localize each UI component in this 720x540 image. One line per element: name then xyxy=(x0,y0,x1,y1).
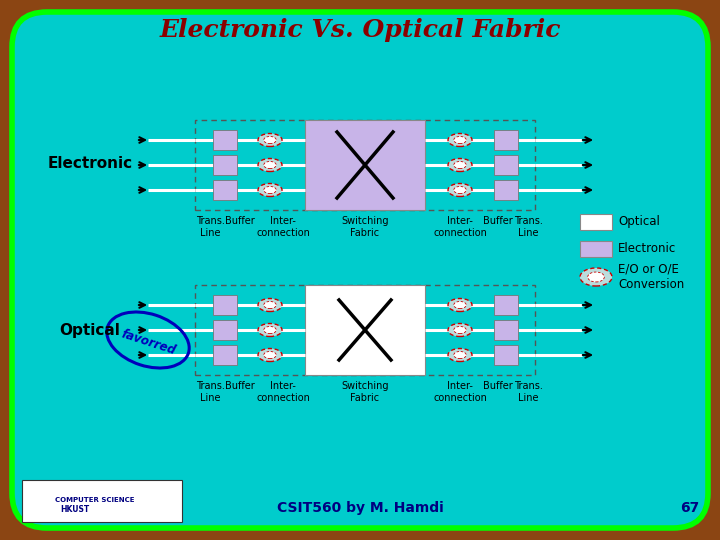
Text: E/O or O/E
Conversion: E/O or O/E Conversion xyxy=(618,263,684,291)
Bar xyxy=(195,120,535,210)
Bar xyxy=(213,345,237,365)
Text: COMPUTER SCIENCE: COMPUTER SCIENCE xyxy=(55,497,135,503)
Bar xyxy=(213,130,237,150)
Text: Inter-
connection: Inter- connection xyxy=(433,216,487,238)
Bar xyxy=(580,241,612,257)
Text: Buffer: Buffer xyxy=(225,216,255,226)
Text: Trans.
Line: Trans. Line xyxy=(196,381,225,403)
Bar xyxy=(213,180,237,200)
Ellipse shape xyxy=(264,301,276,308)
Text: Switching
Fabric: Switching Fabric xyxy=(341,381,389,403)
Bar xyxy=(305,120,425,210)
Bar xyxy=(494,320,518,340)
Text: Electronic: Electronic xyxy=(618,242,676,255)
Ellipse shape xyxy=(454,186,467,193)
Ellipse shape xyxy=(264,161,276,168)
Text: Inter-
connection: Inter- connection xyxy=(256,216,310,238)
Text: Buffer: Buffer xyxy=(225,381,255,391)
Text: 67: 67 xyxy=(680,501,700,515)
Bar xyxy=(195,285,535,375)
Bar xyxy=(213,295,237,315)
Ellipse shape xyxy=(258,133,282,146)
Bar xyxy=(22,480,182,522)
Bar xyxy=(580,214,612,230)
Ellipse shape xyxy=(258,348,282,361)
Ellipse shape xyxy=(448,133,472,146)
Ellipse shape xyxy=(448,159,472,172)
Ellipse shape xyxy=(580,268,612,286)
Ellipse shape xyxy=(448,184,472,197)
Text: Inter-
connection: Inter- connection xyxy=(433,381,487,403)
Bar xyxy=(494,295,518,315)
Text: Inter-
connection: Inter- connection xyxy=(256,381,310,403)
Bar xyxy=(494,130,518,150)
Ellipse shape xyxy=(454,137,467,144)
Ellipse shape xyxy=(448,299,472,312)
Ellipse shape xyxy=(448,348,472,361)
Bar xyxy=(494,180,518,200)
Text: Trans.
Line: Trans. Line xyxy=(513,216,542,238)
Ellipse shape xyxy=(264,137,276,144)
Ellipse shape xyxy=(258,299,282,312)
Ellipse shape xyxy=(264,186,276,193)
Bar xyxy=(213,320,237,340)
Text: Trans.
Line: Trans. Line xyxy=(196,216,225,238)
Text: Buffer: Buffer xyxy=(483,216,513,226)
Text: CSIT560 by M. Hamdi: CSIT560 by M. Hamdi xyxy=(276,501,444,515)
Text: Optical: Optical xyxy=(60,322,120,338)
Text: Optical: Optical xyxy=(618,215,660,228)
Ellipse shape xyxy=(588,272,604,282)
Bar xyxy=(494,155,518,175)
Bar xyxy=(494,345,518,365)
Ellipse shape xyxy=(258,184,282,197)
Text: HKUST: HKUST xyxy=(60,505,89,515)
Ellipse shape xyxy=(264,352,276,359)
Bar xyxy=(305,285,425,375)
Ellipse shape xyxy=(454,161,467,168)
Text: Electronic Vs. Optical Fabric: Electronic Vs. Optical Fabric xyxy=(159,18,561,42)
Ellipse shape xyxy=(258,159,282,172)
FancyBboxPatch shape xyxy=(12,12,708,528)
Text: favorred: favorred xyxy=(119,327,177,357)
Text: Buffer: Buffer xyxy=(483,381,513,391)
Ellipse shape xyxy=(258,323,282,336)
Ellipse shape xyxy=(454,326,467,334)
Text: Electronic: Electronic xyxy=(48,156,132,171)
Ellipse shape xyxy=(454,301,467,308)
Ellipse shape xyxy=(454,352,467,359)
Text: Switching
Fabric: Switching Fabric xyxy=(341,216,389,238)
Bar xyxy=(213,155,237,175)
Text: Trans.
Line: Trans. Line xyxy=(513,381,542,403)
Ellipse shape xyxy=(264,326,276,334)
Ellipse shape xyxy=(448,323,472,336)
